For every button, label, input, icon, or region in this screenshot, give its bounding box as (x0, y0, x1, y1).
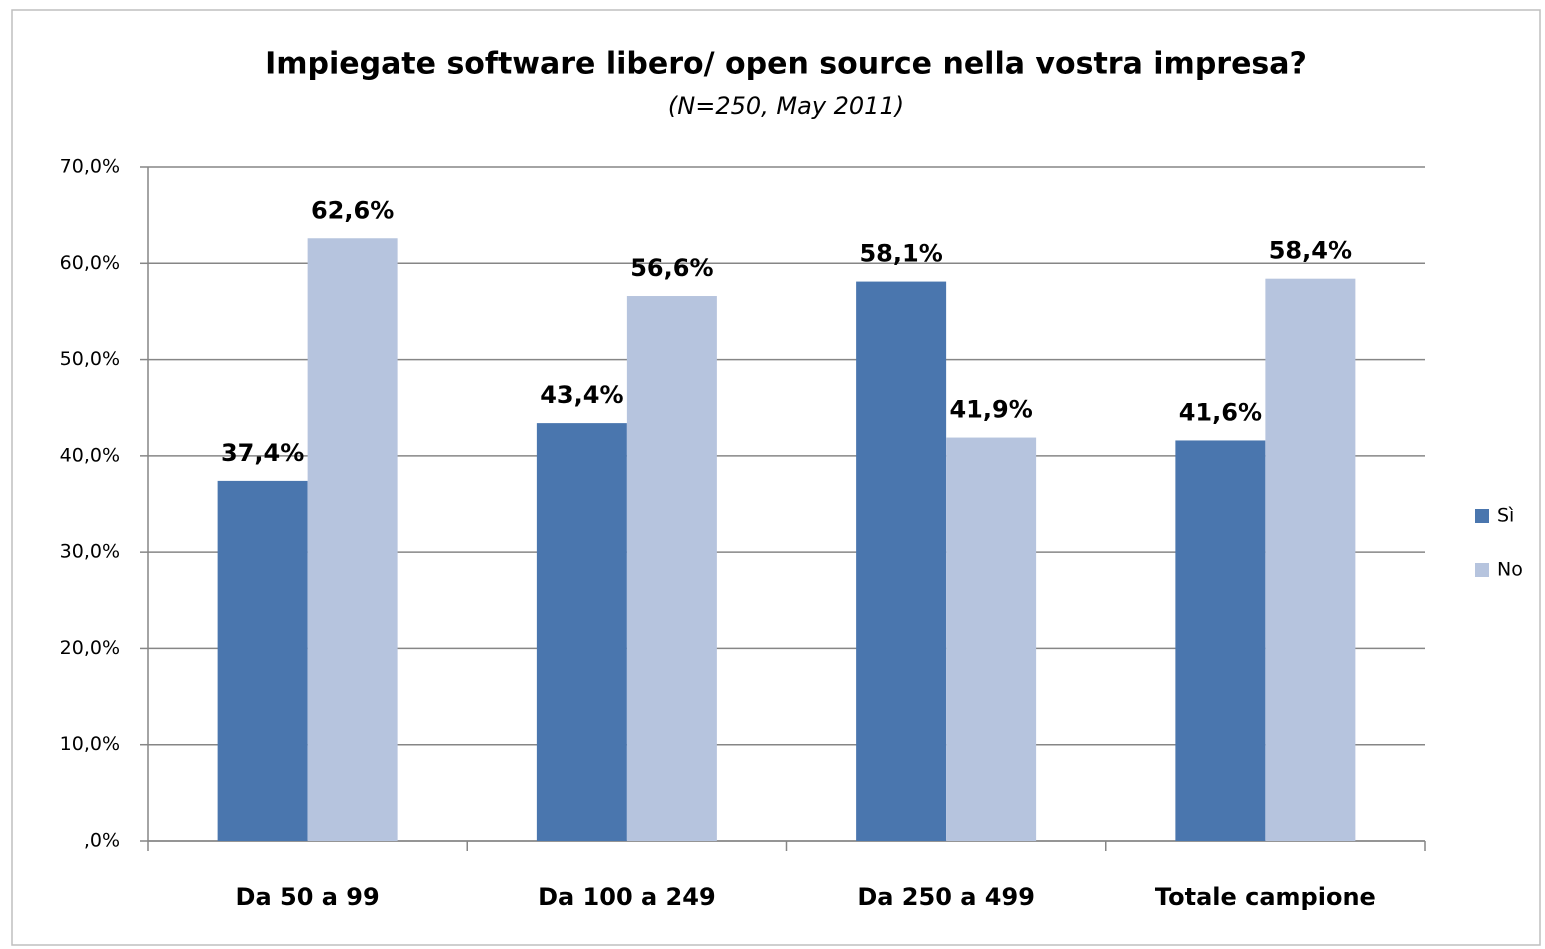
x-tick-label: Da 100 a 249 (538, 883, 716, 911)
data-label: 62,6% (311, 196, 394, 224)
bar (1175, 440, 1266, 841)
bar (307, 238, 398, 841)
chart-subtitle: (N=250, May 2011) (668, 92, 904, 120)
data-label: 43,4% (540, 381, 623, 409)
y-tick-label: 50,0% (60, 348, 120, 370)
data-label: 41,6% (1179, 398, 1262, 426)
data-label: 37,4% (221, 439, 304, 467)
x-tick-label: Totale campione (1155, 883, 1376, 911)
legend-label: No (1497, 559, 1523, 581)
y-tick-label: 60,0% (60, 252, 120, 274)
y-tick-label: 10,0% (60, 733, 120, 755)
bar (626, 296, 717, 842)
bar (856, 281, 947, 842)
x-tick-label: Da 250 a 499 (857, 883, 1035, 911)
chart-title: Impiegate software libero/ open source n… (265, 47, 1307, 82)
data-label: 41,9% (949, 396, 1032, 424)
y-tick-label: 30,0% (60, 541, 120, 563)
bar (536, 423, 627, 841)
data-label: 58,4% (1269, 237, 1352, 265)
bar (217, 480, 308, 841)
bar (946, 437, 1037, 841)
y-tick-label: 20,0% (60, 637, 120, 659)
x-tick-label: Da 50 a 99 (236, 883, 380, 911)
bar (1265, 278, 1356, 842)
legend-label: Sì (1497, 505, 1514, 527)
data-label: 58,1% (859, 240, 942, 268)
y-tick-label: 70,0% (60, 156, 120, 178)
y-tick-label: 40,0% (60, 444, 120, 466)
y-tick-label: ,0% (84, 830, 120, 852)
legend-swatch (1475, 563, 1489, 577)
data-label: 56,6% (630, 254, 713, 282)
legend-swatch (1475, 509, 1489, 523)
